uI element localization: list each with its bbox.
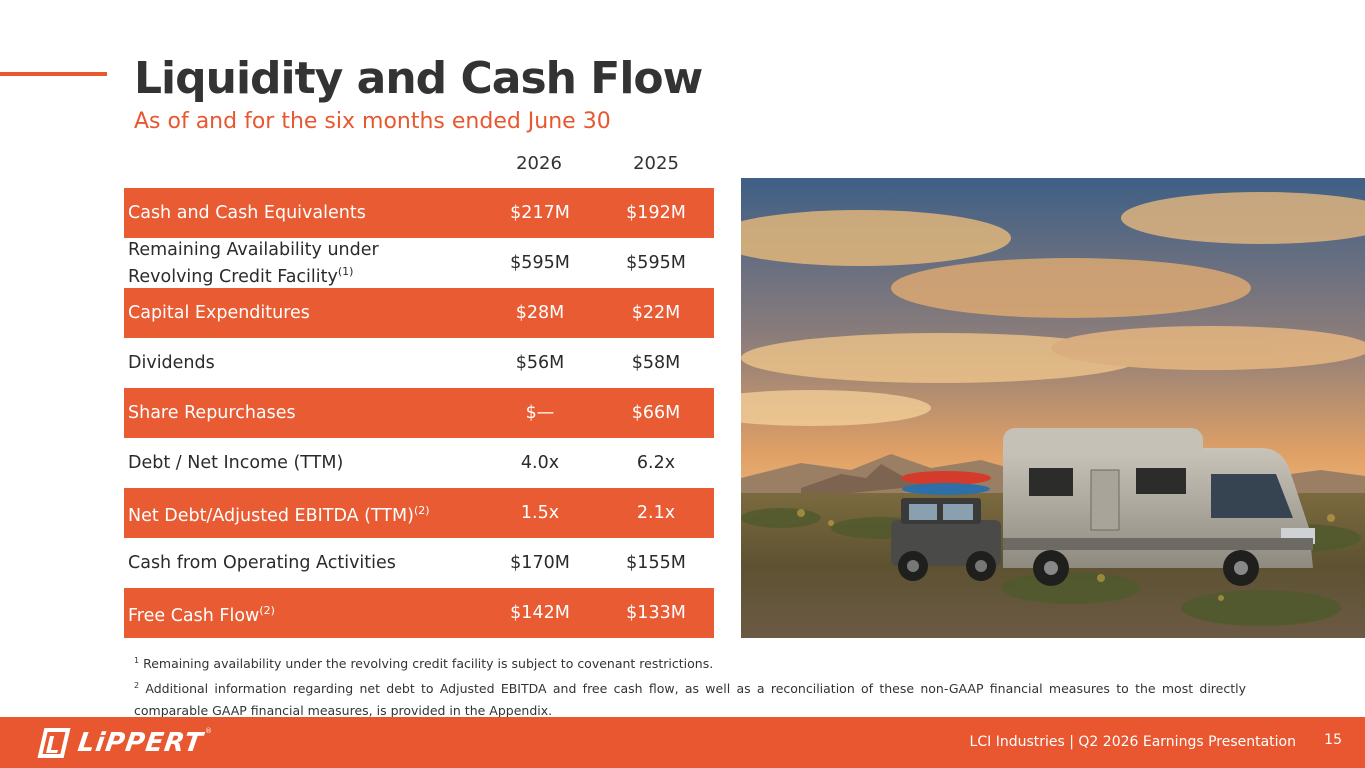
row-label: Net Debt/Adjusted EBITDA (TTM)(2) — [128, 503, 430, 526]
value-2025: $66M — [631, 403, 681, 423]
row-label: Cash and Cash Equivalents — [128, 203, 366, 223]
value-2026: $— — [525, 403, 555, 423]
footer-bar: LiPPERT ® LCI Industries | Q2 2026 Earni… — [0, 717, 1365, 768]
value-2026: $217M — [510, 203, 570, 223]
row-label: Debt / Net Income (TTM) — [128, 453, 344, 473]
logo-wordmark: LiPPERT — [75, 728, 206, 758]
footnote-2: 2 Additional information regarding net d… — [134, 681, 1246, 719]
value-2026: 1.5x — [520, 503, 560, 523]
column-header-2025: 2025 — [633, 153, 679, 174]
row-label: Capital Expenditures — [128, 303, 310, 323]
value-2025: $22M — [631, 303, 681, 323]
value-2025: $192M — [626, 203, 686, 223]
lippert-emblem-icon — [37, 728, 71, 758]
table-row: Net Debt/Adjusted EBITDA (TTM)(2) 1.5x 2… — [124, 488, 714, 538]
page-title: Liquidity and Cash Flow — [134, 53, 703, 104]
page-number: 15 — [1324, 732, 1342, 748]
row-label: Remaining Availability under Revolving C… — [128, 239, 379, 287]
table-row: Cash from Operating Activities $170M $15… — [124, 538, 714, 588]
row-label: Cash from Operating Activities — [128, 553, 396, 573]
rv-desert-sunset-icon — [741, 178, 1365, 638]
value-2025: 6.2x — [636, 453, 676, 473]
row-label: Dividends — [128, 353, 215, 373]
value-2026: $595M — [510, 253, 570, 273]
trademark-symbol: ® — [204, 727, 212, 735]
footnote-1: 1 Remaining availability under the revol… — [134, 656, 714, 672]
value-2025: 2.1x — [636, 503, 676, 523]
table-row: Share Repurchases $— $66M — [124, 388, 714, 438]
table-row: Free Cash Flow(2) $142M $133M — [124, 588, 714, 638]
title-accent-line — [0, 72, 107, 76]
value-2025: $58M — [631, 353, 681, 373]
table-row: Cash and Cash Equivalents $217M $192M — [124, 188, 714, 238]
rv-photo — [741, 178, 1365, 638]
value-2025: $155M — [626, 553, 686, 573]
page-subtitle: As of and for the six months ended June … — [134, 109, 611, 134]
value-2026: $56M — [515, 353, 565, 373]
value-2026: 4.0x — [520, 453, 560, 473]
value-2025: $595M — [626, 253, 686, 273]
liquidity-table: Cash and Cash Equivalents $217M $192M Re… — [124, 188, 714, 638]
table-row: Capital Expenditures $28M $22M — [124, 288, 714, 338]
row-label: Free Cash Flow(2) — [128, 603, 275, 626]
row-label: Share Repurchases — [128, 403, 296, 423]
table-row: Remaining Availability under Revolving C… — [124, 238, 714, 288]
table-row: Debt / Net Income (TTM) 4.0x 6.2x — [124, 438, 714, 488]
lippert-logo: LiPPERT ® — [36, 727, 212, 759]
presentation-title: LCI Industries | Q2 2026 Earnings Presen… — [969, 734, 1296, 750]
value-2026: $28M — [515, 303, 565, 323]
value-2026: $170M — [510, 553, 570, 573]
value-2025: $133M — [626, 603, 686, 623]
footnotes: 1 Remaining availability under the revol… — [134, 650, 1246, 722]
table-row: Dividends $56M $58M — [124, 338, 714, 388]
value-2026: $142M — [510, 603, 570, 623]
column-header-2026: 2026 — [516, 153, 562, 174]
